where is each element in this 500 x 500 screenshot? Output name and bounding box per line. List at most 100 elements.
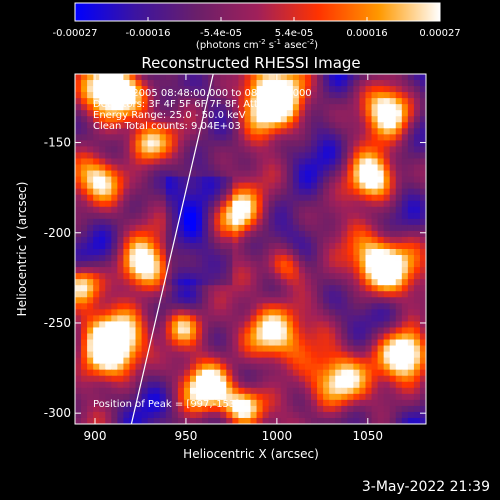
heatmap-cell xyxy=(371,261,379,268)
heatmap-cell xyxy=(165,104,173,111)
heatmap-cell xyxy=(262,182,270,190)
heatmap-cell xyxy=(365,98,373,105)
heatmap-cell xyxy=(159,363,167,371)
heatmap-cell xyxy=(232,104,239,111)
heatmap-cell xyxy=(389,375,397,383)
heatmap-cell xyxy=(153,80,161,87)
heatmap-cell xyxy=(232,218,239,226)
heatmap-cell xyxy=(280,249,288,256)
heatmap-cell xyxy=(123,206,131,214)
heatmap-cell xyxy=(93,116,100,123)
heatmap-cell xyxy=(365,74,373,81)
heatmap-cell xyxy=(377,285,385,292)
heatmap-cell xyxy=(347,188,354,196)
heatmap-cell xyxy=(371,164,379,172)
heatmap-cell xyxy=(383,309,391,316)
heatmap-cell xyxy=(105,315,112,323)
heatmap-cell xyxy=(238,303,246,310)
heatmap-cell xyxy=(250,375,258,383)
heatmap-cell xyxy=(365,285,373,292)
heatmap-cell xyxy=(268,267,276,274)
heatmap-cell xyxy=(183,236,191,244)
heatmap-cell xyxy=(365,309,373,316)
heatmap-cell xyxy=(413,267,421,274)
heatmap-cell xyxy=(286,80,294,87)
heatmap-cell xyxy=(413,357,421,365)
heatmap-cell xyxy=(171,98,179,105)
heatmap-cell xyxy=(111,122,118,129)
heatmap-cell xyxy=(202,158,209,166)
heatmap-cell xyxy=(111,351,118,359)
heatmap-cell xyxy=(99,291,106,298)
heatmap-cell xyxy=(75,255,82,262)
heatmap-cell xyxy=(202,128,209,135)
heatmap-cell xyxy=(159,279,167,286)
heatmap-cell xyxy=(87,140,94,148)
heatmap-cell xyxy=(171,236,179,244)
heatmap-cell xyxy=(335,273,342,280)
heatmap-cell xyxy=(256,158,264,166)
heatmap-cell xyxy=(286,164,294,172)
heatmap-cell xyxy=(311,206,318,214)
heatmap-cell xyxy=(93,74,100,81)
heatmap-cell xyxy=(111,182,118,190)
heatmap-cell xyxy=(202,309,209,316)
heatmap-cell xyxy=(274,110,282,117)
heatmap-cell xyxy=(159,411,167,419)
heatmap-cell xyxy=(189,387,197,395)
heatmap-cell xyxy=(123,405,131,413)
heatmap-cell xyxy=(286,387,294,395)
heatmap-cell xyxy=(159,255,167,262)
heatmap-cell xyxy=(389,261,397,268)
heatmap-cell xyxy=(280,393,288,401)
heatmap-cell xyxy=(141,267,149,274)
heatmap-cell xyxy=(214,164,221,172)
heatmap-cell xyxy=(238,116,246,123)
heatmap-cell xyxy=(81,116,88,123)
heatmap-cell xyxy=(383,236,391,244)
heatmap-cell xyxy=(220,152,227,160)
heatmap-cell xyxy=(177,140,185,148)
heatmap-cell xyxy=(171,122,179,129)
heatmap-cell xyxy=(268,224,276,232)
heatmap-cell xyxy=(365,315,373,323)
heatmap-cell xyxy=(117,339,125,347)
heatmap-cell xyxy=(335,236,342,244)
heatmap-cell xyxy=(177,345,185,353)
heatmap-cell xyxy=(123,176,131,184)
heatmap-cell xyxy=(329,249,336,256)
heatmap-cell xyxy=(232,273,239,280)
heatmap-cell xyxy=(93,140,100,148)
heatmap-cell xyxy=(208,134,215,141)
heatmap-cell xyxy=(329,146,336,154)
heatmap-cell xyxy=(196,291,203,298)
heatmap-cell xyxy=(165,128,173,135)
heatmap-cell xyxy=(323,261,330,268)
heatmap-cell xyxy=(413,261,421,268)
heatmap-cell xyxy=(141,321,149,329)
heatmap-cell xyxy=(226,345,233,353)
heatmap-cell xyxy=(123,218,131,226)
heatmap-cell xyxy=(250,357,258,365)
heatmap-cell xyxy=(87,212,94,220)
heatmap-cell xyxy=(220,224,227,232)
heatmap-cell xyxy=(141,279,149,286)
heatmap-cell xyxy=(419,206,426,214)
heatmap-cell xyxy=(371,417,379,424)
heatmap-cell xyxy=(202,351,209,359)
annotation-line: 18-Dec-2005 08:48:00.000 to 08:52:00.000 xyxy=(93,88,312,99)
heatmap-cell xyxy=(262,303,270,310)
heatmap-cell xyxy=(353,176,361,184)
heatmap-cell xyxy=(171,128,179,135)
heatmap-cell xyxy=(87,188,94,196)
heatmap-cell xyxy=(298,351,306,359)
heatmap-cell xyxy=(286,176,294,184)
heatmap-cell xyxy=(292,315,300,323)
heatmap-cell xyxy=(147,345,155,353)
heatmap-cell xyxy=(401,267,409,274)
heatmap-cell xyxy=(99,381,106,389)
heatmap-cell xyxy=(280,309,288,316)
heatmap-cell xyxy=(262,188,270,196)
heatmap-cell xyxy=(196,255,203,262)
heatmap-cell xyxy=(129,200,137,208)
